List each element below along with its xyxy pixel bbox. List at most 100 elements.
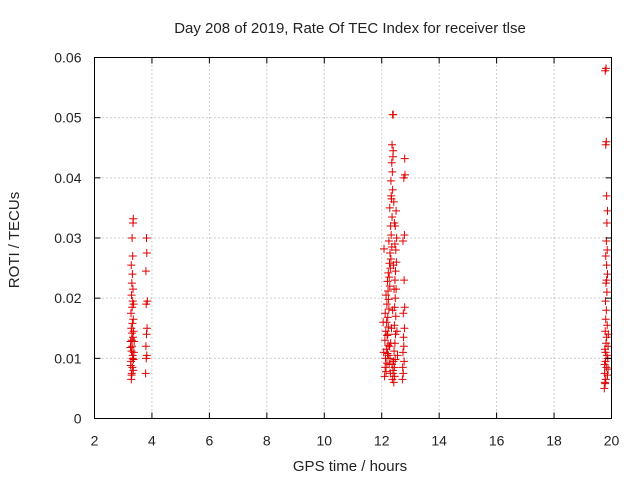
data-point <box>128 270 137 279</box>
data-point <box>129 315 138 324</box>
data-point <box>604 342 613 351</box>
data-points <box>126 64 613 393</box>
data-point <box>126 361 135 370</box>
data-point <box>380 244 389 253</box>
data-point <box>381 309 390 318</box>
data-point <box>398 237 407 246</box>
data-point <box>387 158 396 167</box>
x-tick-label: 2 <box>91 433 99 449</box>
data-point <box>383 277 392 286</box>
data-point <box>385 203 394 212</box>
data-point <box>399 369 408 378</box>
data-point <box>141 369 150 378</box>
data-point <box>393 351 402 360</box>
data-point <box>385 273 394 282</box>
data-point <box>128 252 137 261</box>
y-tick-label: 0.05 <box>54 110 81 126</box>
data-point <box>391 294 400 303</box>
data-point <box>127 371 136 380</box>
x-tick-label: 4 <box>148 433 156 449</box>
data-point <box>127 329 136 338</box>
data-point <box>385 282 394 291</box>
data-point <box>126 309 135 318</box>
data-point <box>384 237 393 246</box>
data-point <box>382 291 391 300</box>
data-point <box>601 348 610 357</box>
x-tick-label: 8 <box>263 433 271 449</box>
data-point <box>400 324 409 333</box>
data-point <box>391 246 400 255</box>
data-point <box>129 355 138 364</box>
data-point <box>127 261 136 270</box>
data-point <box>385 259 394 268</box>
data-point <box>128 285 137 294</box>
data-point <box>382 367 391 376</box>
data-point <box>128 319 137 328</box>
data-point <box>603 270 612 279</box>
y-tick-label: 0.04 <box>54 170 81 186</box>
x-tick-label: 6 <box>205 433 213 449</box>
data-point <box>389 261 398 270</box>
data-point <box>602 276 611 285</box>
data-point <box>601 315 610 324</box>
data-point <box>391 267 400 276</box>
data-point <box>604 365 613 374</box>
data-point <box>398 348 407 357</box>
data-point <box>142 234 151 242</box>
data-point <box>127 336 136 345</box>
data-point <box>392 327 401 336</box>
data-point <box>400 303 409 312</box>
data-point <box>386 249 395 258</box>
data-point <box>600 384 609 393</box>
data-point <box>384 295 393 304</box>
data-point <box>602 218 611 227</box>
data-point <box>603 321 612 330</box>
data-point <box>400 170 409 179</box>
data-point <box>386 176 395 185</box>
data-point <box>389 197 398 206</box>
data-point <box>127 347 136 356</box>
data-point <box>388 212 397 221</box>
data-point <box>141 342 150 351</box>
data-point <box>130 337 139 346</box>
x-tick-label: 16 <box>489 433 505 449</box>
data-point <box>602 137 611 146</box>
data-point <box>142 249 151 258</box>
data-point <box>388 360 397 369</box>
data-point <box>390 347 399 356</box>
chart-title: Day 208 of 2019, Rate Of TEC Index for r… <box>174 20 526 37</box>
y-tick-label: 0.01 <box>54 350 81 366</box>
data-point <box>143 297 152 306</box>
x-tick-label: 10 <box>316 433 332 449</box>
x-tick-labels: 2 4 6 8 10 12 14 16 18 20 <box>91 433 620 449</box>
y-tick-label: 0.06 <box>54 50 81 66</box>
data-point <box>142 330 151 339</box>
data-point <box>388 375 397 384</box>
data-point <box>388 167 397 176</box>
data-point <box>390 218 399 227</box>
x-axis-title: GPS time / hours <box>293 458 407 475</box>
data-point <box>389 369 398 378</box>
axis-ticks <box>94 57 612 419</box>
y-tick-label: 0 <box>74 411 82 427</box>
data-point <box>129 327 138 336</box>
data-point <box>390 240 399 249</box>
data-point <box>129 300 138 309</box>
data-point <box>386 255 395 264</box>
y-tick-labels: 0 0.01 0.02 0.03 0.04 0.05 0.06 <box>54 50 81 427</box>
data-point <box>398 363 407 372</box>
gridlines <box>94 57 612 419</box>
data-point <box>379 348 388 357</box>
data-point <box>601 297 610 306</box>
data-point <box>129 348 138 357</box>
data-point <box>600 378 609 387</box>
data-point <box>390 285 399 294</box>
data-point <box>603 246 612 255</box>
y-tick-label: 0.02 <box>54 290 81 306</box>
data-point <box>399 309 408 318</box>
data-point <box>388 306 397 315</box>
data-point <box>391 355 400 364</box>
x-tick-label: 12 <box>374 433 390 449</box>
data-point <box>381 363 390 372</box>
data-point <box>392 234 401 242</box>
